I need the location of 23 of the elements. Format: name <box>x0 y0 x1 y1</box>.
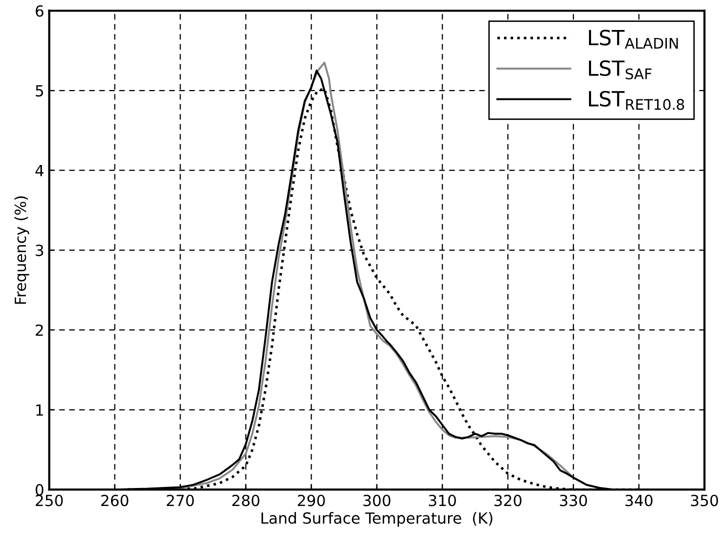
x-tick-label: 330 <box>560 494 587 506</box>
x-tick-label: 260 <box>101 494 128 506</box>
legend-label: LST$_{RET10.8}$ <box>588 90 684 110</box>
x-tick-label: 310 <box>428 494 456 506</box>
x-tick-label: 270 <box>166 494 194 506</box>
y-tick-label: 2 <box>36 324 43 336</box>
x-tick-label: 350 <box>691 494 718 506</box>
x-tick-label: 320 <box>494 494 522 506</box>
y-tick-label: 3 <box>36 244 44 256</box>
y-tick-label: 6 <box>36 5 44 17</box>
y-tick-label: 5 <box>36 85 44 97</box>
legend-label: LST$_{SAF}$ <box>588 60 652 80</box>
x-tick-label: 300 <box>363 494 390 506</box>
y-tick-label: 4 <box>35 165 44 176</box>
x-tick-label: 290 <box>298 494 325 506</box>
y-axis-title: Frequency (%) <box>14 196 30 304</box>
x-tick-label: 250 <box>36 494 63 506</box>
x-axis-title: Land Surface Temperature (K) <box>262 512 492 527</box>
y-tick-label: 1 <box>36 404 43 416</box>
x-tick-label: 280 <box>232 494 260 506</box>
x-tick-label: 340 <box>626 494 652 506</box>
legend-label: LST$_{ALADIN}$ <box>588 30 678 49</box>
y-tick-label: 0 <box>36 484 44 496</box>
